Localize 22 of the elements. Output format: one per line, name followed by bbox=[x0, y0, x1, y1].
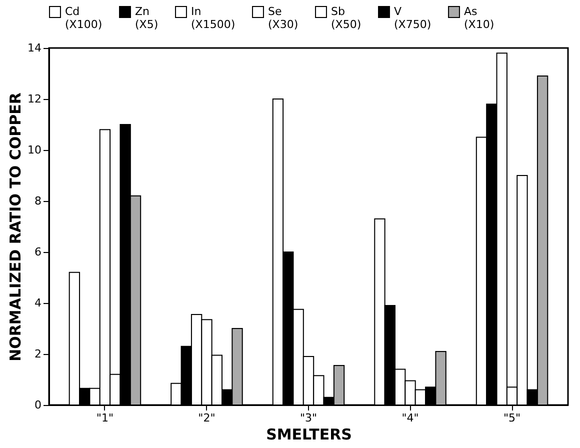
x-axis-title: SMELTERS bbox=[266, 426, 352, 444]
y-tick-label: 0 bbox=[34, 398, 42, 412]
y-tick-label: 8 bbox=[34, 194, 42, 208]
legend-label: Cd (X100) bbox=[65, 5, 102, 31]
legend-label: Zn (X5) bbox=[135, 5, 158, 31]
x-tick-label: "2" bbox=[198, 412, 216, 424]
y-tick-label: 6 bbox=[34, 246, 42, 258]
y-tick-label: 10 bbox=[28, 144, 42, 156]
x-tick-label: "3" bbox=[300, 412, 318, 424]
legend-label: Se (X30) bbox=[268, 5, 298, 31]
x-tick-label: "5" bbox=[503, 412, 521, 424]
y-tick-label: 14 bbox=[28, 42, 42, 54]
legend-label: As (X10) bbox=[464, 5, 494, 31]
y-tick-label: 2 bbox=[34, 348, 42, 360]
legend-label: Sb (X50) bbox=[331, 5, 362, 31]
legend-label: V (X750) bbox=[394, 5, 432, 31]
x-tick-label: "1" bbox=[96, 412, 114, 424]
legend-label: In (X1500) bbox=[191, 5, 236, 31]
y-axis-title: NORMALIZED RATIO TO COPPER bbox=[6, 92, 25, 362]
x-tick-label: "4" bbox=[402, 412, 419, 424]
y-tick-label: 4 bbox=[34, 296, 42, 310]
y-tick-label: 12 bbox=[28, 92, 42, 106]
